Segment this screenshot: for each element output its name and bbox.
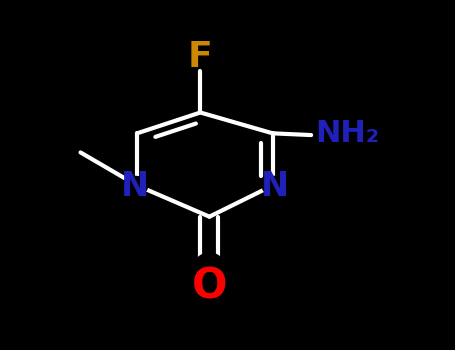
Circle shape xyxy=(263,176,288,196)
Text: F: F xyxy=(188,40,213,74)
Text: NH₂: NH₂ xyxy=(316,119,380,148)
Text: N: N xyxy=(261,170,289,203)
Text: N: N xyxy=(121,170,149,203)
Text: O: O xyxy=(192,265,227,307)
Circle shape xyxy=(196,253,223,274)
Circle shape xyxy=(122,176,147,196)
